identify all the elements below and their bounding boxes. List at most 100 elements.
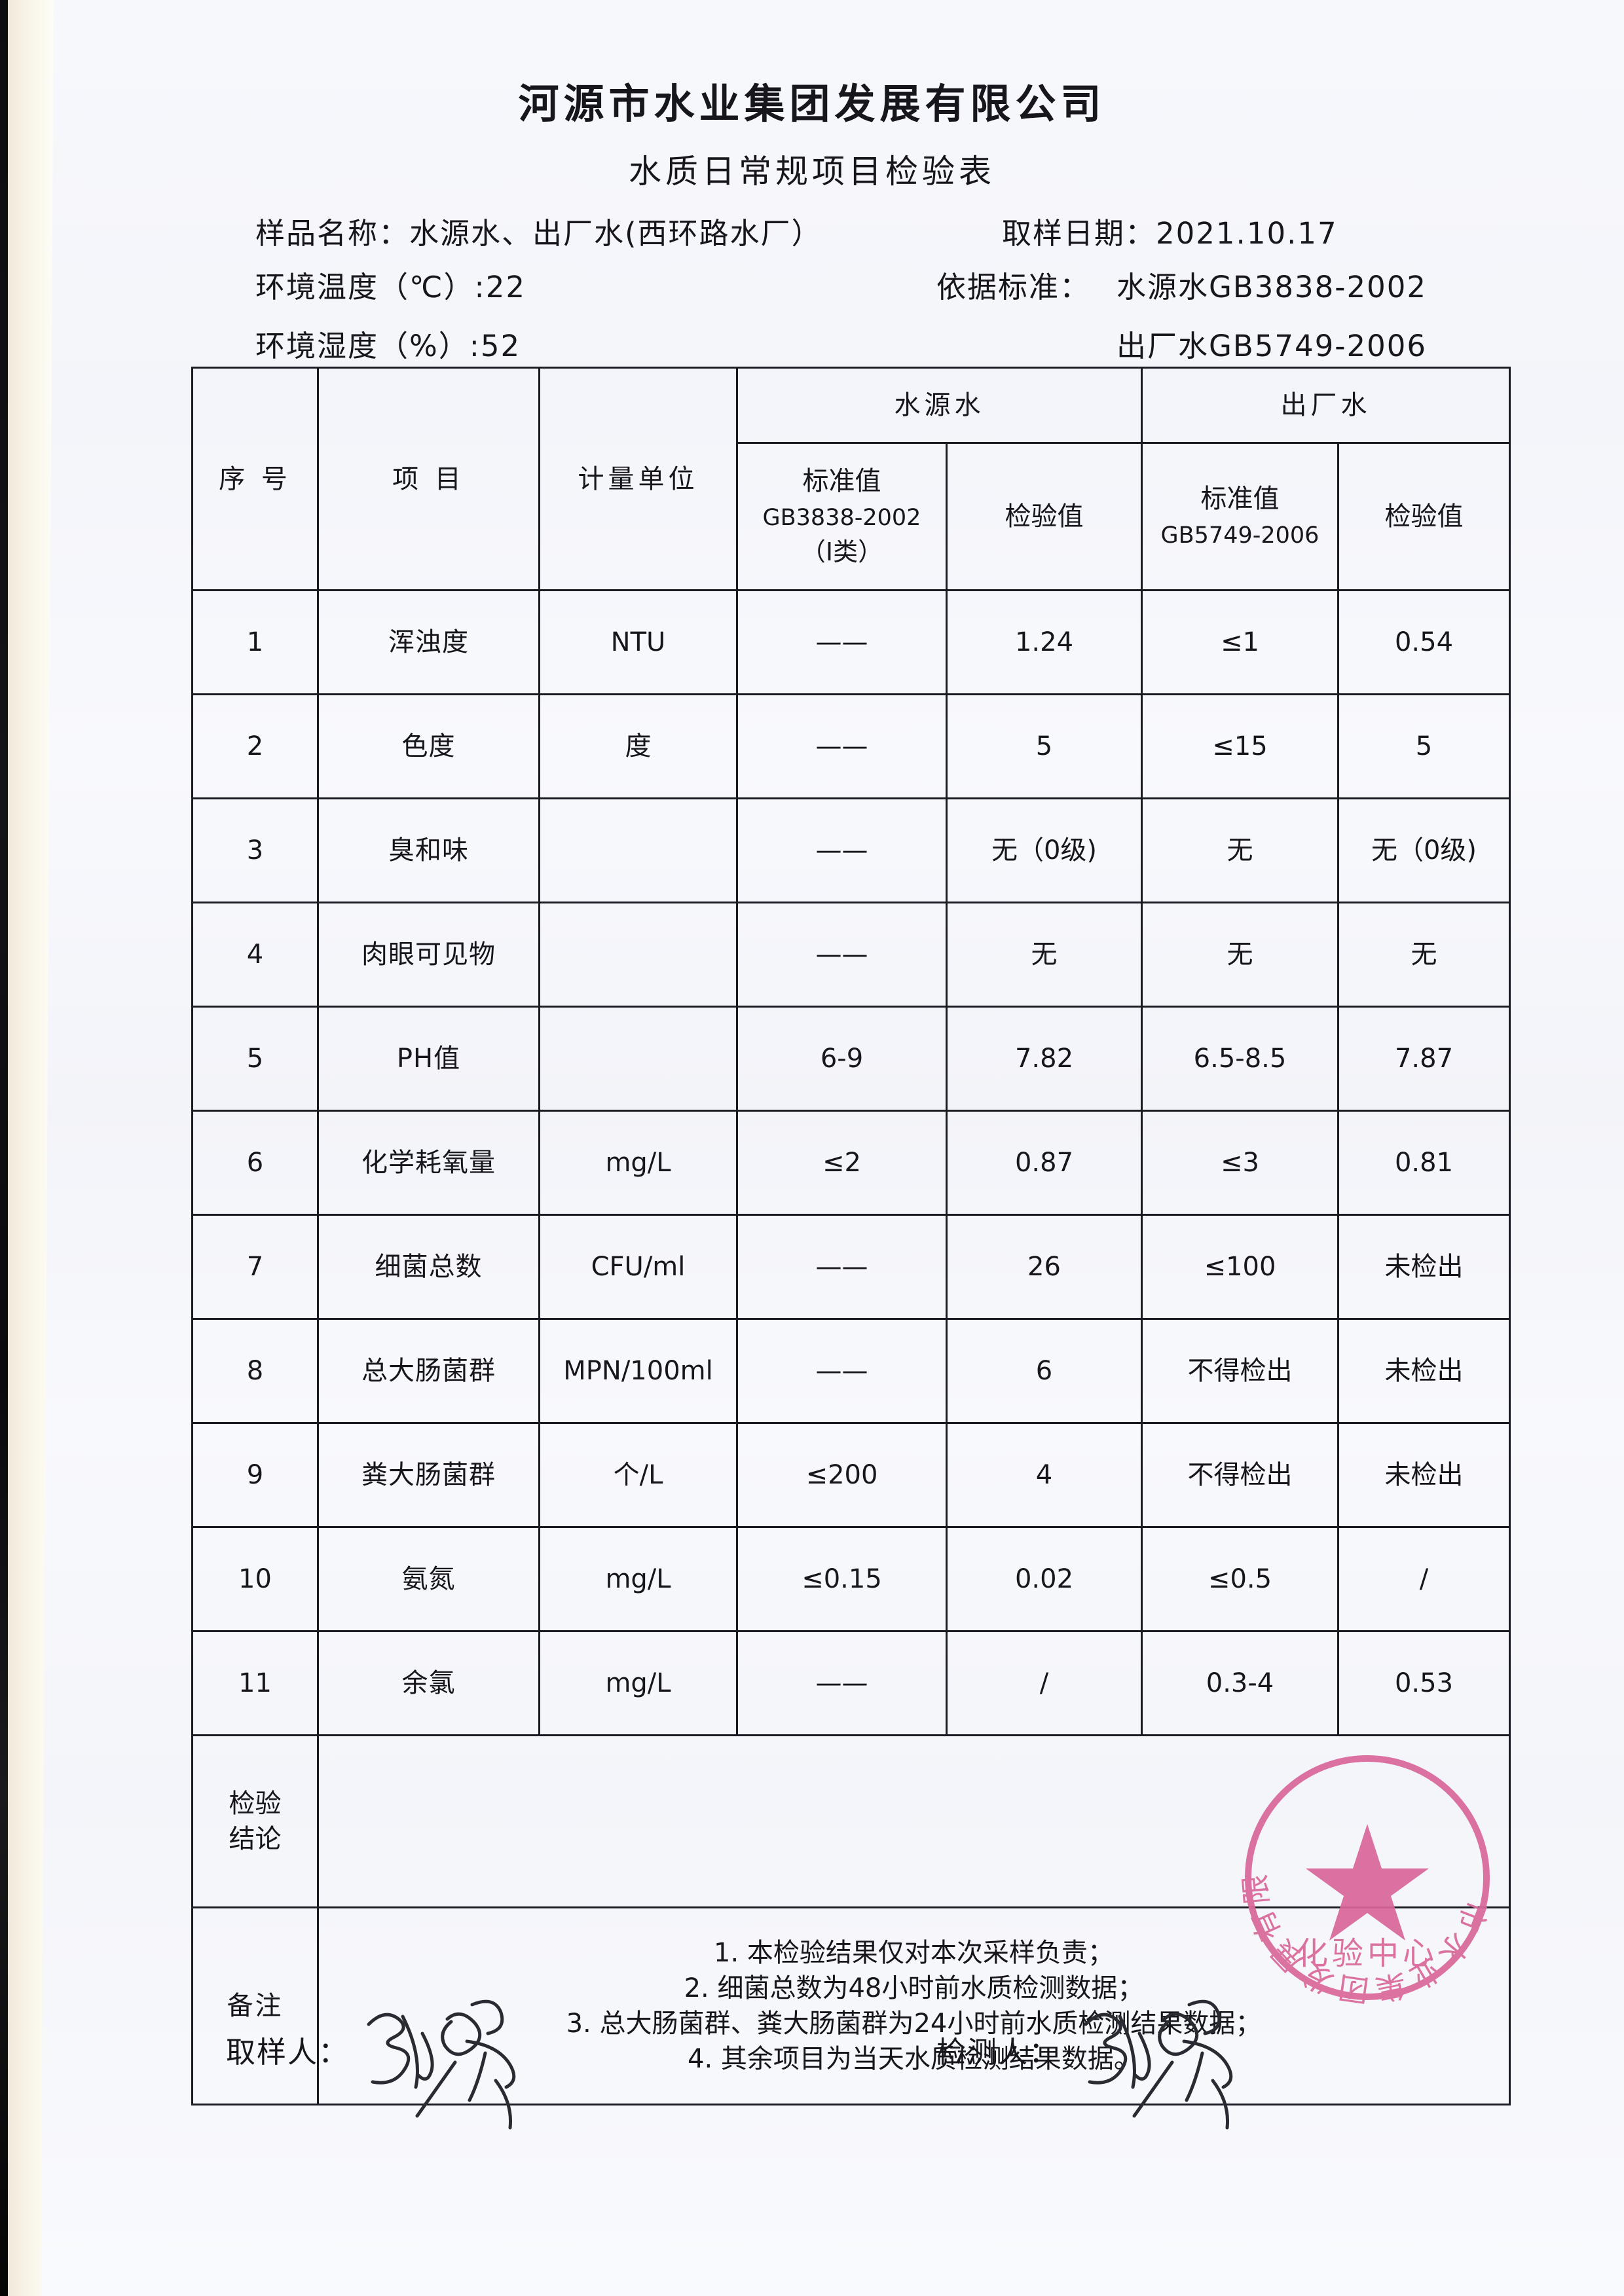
conclusion-row: 检验 结论: [191, 1734, 1511, 1908]
col-header-item: 项 目: [317, 367, 540, 591]
cell-std-finished: 不得检出: [1141, 1422, 1339, 1528]
cell-value-source: 4: [946, 1422, 1143, 1528]
cell-item: 臭和味: [317, 797, 540, 903]
cell-item: 浑浊度: [317, 589, 540, 695]
cell-no: 8: [191, 1318, 319, 1424]
cell-unit: mg/L: [538, 1110, 738, 1216]
cell-value-finished: /: [1337, 1526, 1511, 1632]
standard-finished-water: 出厂水GB5749-2006: [1116, 329, 1428, 363]
cell-std-finished: 0.3-4: [1141, 1630, 1339, 1736]
cell-std-finished: ≤0.5: [1141, 1526, 1339, 1632]
table-row: 3 臭和味 —— 无（0级) 无 无（0级): [191, 797, 1511, 903]
cell-no: 2: [191, 693, 319, 799]
cell-value-source: /: [946, 1630, 1143, 1736]
conclusion-label-line1: 检验: [229, 1789, 282, 1819]
remarks-row: 备注 1. 本检验结果仅对本次采样负责； 2. 细菌总数为48小时前水质检测数据…: [191, 1906, 1511, 2105]
table-column-header-row: 标准值 GB3838-2002 （Ⅰ类） 检验值 标准值 GB5749-2006…: [193, 442, 1511, 591]
cell-no: 9: [191, 1422, 319, 1528]
cell-value-finished: 0.53: [1337, 1630, 1511, 1736]
col-header-unit: 计量单位: [538, 367, 738, 591]
cell-std-source: ≤0.15: [736, 1526, 948, 1632]
cell-no: 3: [191, 797, 319, 903]
cell-value-source: 1.24: [946, 589, 1143, 695]
remarks-label: 备注: [191, 1906, 319, 2105]
cell-unit: MPN/100ml: [538, 1318, 738, 1424]
cell-value-source: 0.02: [946, 1526, 1143, 1632]
cell-std-finished: 不得检出: [1141, 1318, 1339, 1424]
cell-item: 总大肠菌群: [317, 1318, 540, 1424]
table-row: 2 色度 度 —— 5 ≤15 5: [191, 693, 1511, 799]
cell-std-finished: 无: [1141, 797, 1339, 903]
cell-std-source: ——: [736, 1318, 948, 1424]
group-header-source-water: 水源水: [736, 367, 1143, 444]
cell-item: PH值: [317, 1006, 540, 1112]
cell-std-finished: ≤3: [1141, 1110, 1339, 1216]
cell-unit: mg/L: [538, 1630, 738, 1736]
official-seal-stamp: 河源市水业集团发展有限公司 化验中心: [1236, 1747, 1490, 2009]
cell-unit: CFU/ml: [538, 1214, 738, 1320]
cell-no: 6: [191, 1110, 319, 1216]
cell-item: 色度: [317, 693, 540, 799]
table-row: 1 浑浊度 NTU —— 1.24 ≤1 0.54: [191, 589, 1511, 695]
cell-std-source: 6-9: [736, 1006, 948, 1112]
std-source-class: （Ⅰ类）: [800, 538, 883, 566]
cell-unit: 个/L: [538, 1422, 738, 1528]
svg-text:化验中心: 化验中心: [1297, 1935, 1438, 1972]
cell-unit: 度: [538, 693, 738, 799]
group-header-finished-water: 出厂水: [1141, 367, 1511, 444]
cell-no: 10: [191, 1526, 319, 1632]
col-header-no: 序 号: [191, 367, 319, 591]
table-row: 8 总大肠菌群 MPN/100ml —— 6 不得检出 未检出: [191, 1318, 1511, 1424]
col-header-value-source: 检验值: [946, 442, 1143, 591]
cell-unit: [538, 1006, 738, 1112]
cell-std-source: ——: [736, 693, 948, 799]
ambient-humidity: 环境湿度（%）:52: [255, 329, 521, 363]
water-quality-table: 序 号 项 目 计量单位 水源水 出厂水 标准值 GB3838-2002 （Ⅰ类…: [191, 367, 1511, 2105]
cell-value-finished: 0.81: [1337, 1110, 1511, 1216]
table-row: 5 PH值 6-9 7.82 6.5-8.5 7.87: [191, 1006, 1511, 1112]
col-header-value-finished: 检验值: [1337, 442, 1511, 591]
remark-line: 1. 本检验结果仅对本次采样负责；: [714, 1938, 1114, 1968]
cell-std-source: ——: [736, 1214, 948, 1320]
cell-std-finished: ≤100: [1141, 1214, 1339, 1320]
cell-std-source: ——: [736, 589, 948, 695]
table-row: 10 氨氮 mg/L ≤0.15 0.02 ≤0.5 /: [191, 1526, 1511, 1632]
std-source-label: 标准值: [802, 466, 881, 496]
cell-value-finished: 无: [1337, 902, 1511, 1008]
cell-no: 5: [191, 1006, 319, 1112]
ambient-temperature: 环境温度（℃）:22: [255, 270, 526, 304]
col-header-std-source: 标准值 GB3838-2002 （Ⅰ类）: [736, 442, 948, 591]
conclusion-text: [317, 1734, 1511, 1908]
cell-std-finished: ≤1: [1141, 589, 1339, 695]
cell-std-source: ——: [736, 902, 948, 1008]
cell-value-finished: 0.54: [1337, 589, 1511, 695]
cell-value-source: 无（0级): [946, 797, 1143, 903]
cell-item: 肉眼可见物: [317, 902, 540, 1008]
cell-value-source: 无: [946, 902, 1143, 1008]
cell-unit: [538, 797, 738, 903]
company-name: 河源市水业集团发展有限公司: [518, 80, 1106, 128]
standard-source-water: 水源水GB3838-2002: [1116, 270, 1428, 304]
scanner-dark-edge: [0, 0, 8, 2296]
std-finished-label: 标准值: [1200, 484, 1280, 514]
table-row: 7 细菌总数 CFU/ml —— 26 ≤100 未检出: [191, 1214, 1511, 1320]
col-header-std-finished: 标准值 GB5749-2006: [1141, 442, 1339, 591]
cell-unit: NTU: [538, 589, 738, 695]
form-title: 水质日常规项目检验表: [629, 153, 995, 191]
cell-value-finished: 未检出: [1337, 1422, 1511, 1528]
cell-no: 11: [191, 1630, 319, 1736]
remarks-body: 1. 本检验结果仅对本次采样负责； 2. 细菌总数为48小时前水质检测数据； 3…: [317, 1906, 1511, 2105]
cell-value-finished: 5: [1337, 693, 1511, 799]
table-group-header-row: 序 号 项 目 计量单位 水源水 出厂水: [191, 367, 1511, 591]
cell-value-source: 7.82: [946, 1006, 1143, 1112]
sample-name: 样品名称：水源水、出厂水(西环路水厂）: [255, 216, 822, 251]
cell-item: 余氯: [317, 1630, 540, 1736]
sample-date: 取样日期：2021.10.17: [1002, 216, 1338, 251]
cell-std-source: ——: [736, 1630, 948, 1736]
cell-std-source: ——: [736, 797, 948, 903]
cell-item: 细菌总数: [317, 1214, 540, 1320]
cell-value-source: 0.87: [946, 1110, 1143, 1216]
std-finished-code: GB5749-2006: [1160, 522, 1320, 549]
cell-std-finished: 无: [1141, 902, 1339, 1008]
